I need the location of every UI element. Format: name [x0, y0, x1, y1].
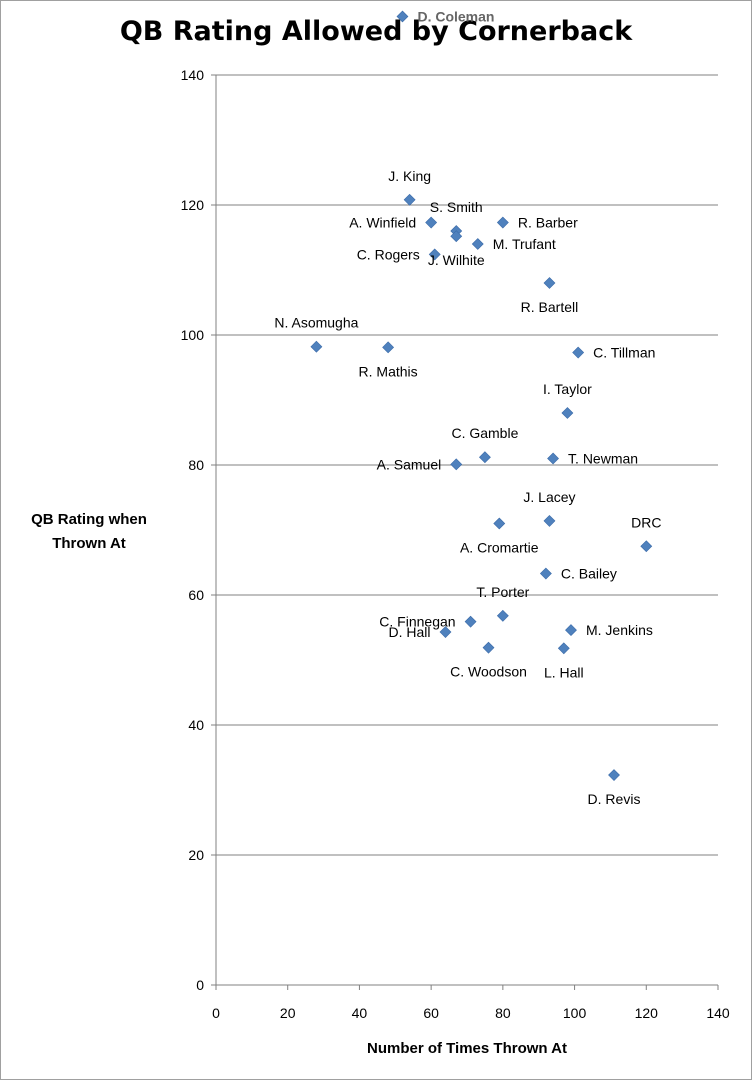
label-t-porter: T. Porter — [476, 584, 529, 600]
label-n-asomugha: N. Asomugha — [274, 315, 358, 331]
point-c-bailey — [539, 567, 552, 580]
point-j-wilhite — [450, 230, 463, 243]
point-c-woodson — [482, 641, 495, 654]
label-c-woodson: C. Woodson — [450, 664, 527, 680]
point-m-jenkins — [565, 624, 577, 637]
x-tick-label: 80 — [495, 1005, 511, 1021]
point-a-samuel — [450, 458, 463, 471]
x-tick-label: 40 — [352, 1005, 368, 1021]
point-t-porter — [496, 609, 509, 622]
x-tick-label: 120 — [635, 1005, 659, 1021]
label-j-wilhite: J. Wilhite — [428, 252, 485, 268]
y-tick-label: 100 — [181, 327, 205, 343]
x-tick-label: 100 — [563, 1005, 587, 1021]
point-d-coleman — [396, 10, 409, 23]
label-m-trufant: M. Trufant — [493, 236, 556, 252]
label-r-mathis: R. Mathis — [359, 363, 418, 379]
label-d-revis: D. Revis — [588, 791, 641, 807]
label-a-samuel: A. Samuel — [377, 456, 442, 472]
point-c-rogers — [428, 248, 441, 261]
point-drc — [640, 540, 653, 553]
point-a-cromartie — [493, 517, 506, 530]
point-r-bartell — [543, 277, 556, 289]
label-drc: DRC — [631, 514, 661, 530]
label-c-finnegan: C. Finnegan — [379, 614, 455, 630]
label-r-bartell: R. Bartell — [521, 299, 579, 315]
label-c-tillman: C. Tillman — [593, 345, 655, 361]
point-c-tillman — [572, 346, 585, 359]
y-tick-label: 0 — [196, 977, 204, 993]
data-points — [310, 10, 653, 781]
label-i-taylor: I. Taylor — [543, 381, 592, 397]
point-d-revis — [608, 769, 620, 781]
y-tick-label: 80 — [188, 457, 204, 473]
y-axis-title: QB Rating when Thrown At — [31, 511, 147, 552]
label-l-hall: L. Hall — [544, 664, 584, 680]
label-c-gamble: C. Gamble — [451, 425, 518, 441]
label-j-king: J. King — [388, 168, 431, 184]
point-l-hall — [557, 642, 570, 655]
point-r-barber — [496, 216, 509, 229]
label-m-jenkins: M. Jenkins — [586, 622, 653, 638]
label-c-rogers: C. Rogers — [357, 246, 420, 262]
point-c-gamble — [479, 451, 491, 464]
point-a-winfield — [425, 216, 438, 229]
y-tick-label: 40 — [188, 717, 204, 733]
x-tick-label: 0 — [212, 1005, 220, 1021]
point-j-lacey — [543, 514, 556, 527]
y-tick-label: 60 — [188, 587, 204, 603]
label-a-cromartie: A. Cromartie — [460, 540, 539, 556]
point-labels: D. Coleman J. King S. Smith A. Winfield R. B… — [274, 9, 661, 808]
axes: 0 20 40 60 80 100 120 140 0 20 40 60 80 100 120 140 — [181, 67, 730, 1021]
y-tick-label: 20 — [188, 847, 204, 863]
point-t-newman — [547, 452, 559, 465]
label-t-newman: T. Newman — [568, 451, 638, 467]
x-tick-label: 140 — [706, 1005, 730, 1021]
gridlines — [216, 74, 718, 856]
point-r-mathis — [382, 341, 395, 354]
point-j-king — [403, 193, 416, 206]
x-tick-label: 60 — [423, 1005, 439, 1021]
label-s-smith: S. Smith — [430, 199, 483, 215]
chart-title: QB Rating Allowed by Cornerback — [119, 16, 633, 47]
x-tick-label: 20 — [280, 1005, 296, 1021]
label-c-bailey: C. Bailey — [561, 566, 617, 582]
y-tick-label: 140 — [181, 67, 205, 83]
point-m-trufant — [471, 238, 484, 250]
point-c-finnegan — [464, 615, 477, 628]
label-r-barber: R. Barber — [518, 215, 578, 231]
point-d-hall — [439, 626, 452, 638]
y-tick-label: 120 — [181, 197, 205, 213]
label-j-lacey: J. Lacey — [523, 489, 575, 505]
point-i-taylor — [561, 407, 574, 419]
label-d-coleman: D. Coleman — [417, 9, 494, 25]
point-n-asomugha — [310, 340, 323, 353]
label-a-winfield: A. Winfield — [349, 215, 416, 231]
label-d-hall: D. Hall — [388, 624, 430, 640]
x-axis-title: Number of Times Thrown At — [366, 1040, 567, 1057]
